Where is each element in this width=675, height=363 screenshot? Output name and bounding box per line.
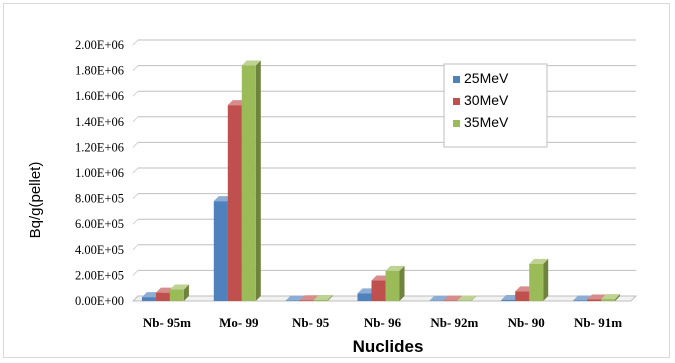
bar-side — [543, 258, 549, 301]
bar-top — [169, 284, 189, 290]
gridline-depth — [132, 142, 139, 148]
bar-top — [601, 294, 621, 300]
y-tick-labels: 0.00E+00 2.00E+05 4.00E+05 6.00E+05 8.00E+05… — [75, 38, 124, 308]
x-tick-label: Nb- 90 — [508, 315, 545, 330]
y-tick-label: 0.00E+00 — [75, 294, 124, 308]
x-tick-label: Nb- 96 — [364, 315, 402, 330]
bar-side — [327, 294, 333, 301]
x-tick-label: Mo- 99 — [219, 315, 259, 330]
bar-front — [155, 292, 170, 301]
bar-front — [241, 65, 256, 301]
bar-front — [371, 280, 386, 301]
y-tick-label: 8.00E+05 — [75, 192, 124, 206]
bar-top — [457, 295, 477, 301]
bar-top — [299, 295, 319, 301]
bar-front — [357, 293, 372, 301]
y-tick-label: 1.80E+06 — [75, 64, 124, 78]
bar — [385, 265, 405, 301]
bar-top — [443, 295, 463, 301]
y-tick-label: 1.00E+06 — [75, 166, 124, 180]
bar-front — [573, 300, 588, 301]
y-axis-title: Bq/g(pellet) — [27, 162, 44, 239]
bar — [529, 258, 549, 301]
bar-top — [385, 265, 405, 271]
bar-side — [471, 295, 477, 301]
bar-side — [615, 294, 621, 301]
bar-top — [429, 295, 449, 301]
legend: 25MeV 30MeV 35MeV — [443, 63, 548, 148]
legend-item: 30MeV — [453, 92, 509, 108]
gridlines — [131, 39, 638, 302]
x-tick-labels: Nb- 95m Mo- 99 Nb- 95 Nb- 96 Nb- 92m Nb- 90 Nb… — [143, 315, 622, 330]
gridline-depth — [132, 65, 139, 71]
bar-front — [515, 291, 530, 301]
bar-front — [227, 105, 242, 301]
bar-top — [587, 294, 607, 300]
bar — [601, 294, 621, 301]
legend-swatch — [453, 76, 460, 83]
x-tick-label: Nb- 92m — [430, 315, 478, 330]
legend-item: 25MeV — [453, 70, 509, 86]
bar-side — [255, 60, 261, 302]
bar — [457, 295, 477, 301]
y-tick-label: 1.40E+06 — [75, 115, 124, 129]
x-tick-label: Nb- 95 — [292, 315, 330, 330]
bar-front — [299, 300, 314, 301]
bar-front — [601, 299, 616, 301]
gridline-depth — [132, 193, 139, 199]
y-tick-label: 4.00E+05 — [75, 243, 124, 257]
bar-front — [213, 201, 228, 301]
legend-item: 35MeV — [453, 114, 509, 130]
bar-side — [183, 284, 189, 301]
bar-front — [457, 300, 472, 301]
bar-top — [313, 294, 333, 300]
gridline-depth — [132, 39, 139, 46]
bar-front — [529, 263, 544, 301]
y-tick-label: 6.00E+05 — [75, 217, 124, 231]
y-tick-label: 2.00E+05 — [75, 268, 124, 282]
legend-swatch — [453, 120, 460, 127]
bar — [241, 60, 261, 302]
bar-front — [501, 299, 516, 301]
gridline-depth — [132, 270, 139, 276]
x-tick-label: Nb- 95m — [143, 315, 191, 330]
gridline-depth — [132, 90, 139, 97]
bar-top — [241, 60, 261, 66]
bar-front — [385, 270, 400, 301]
bar — [313, 294, 333, 301]
gridline-depth — [132, 218, 139, 225]
y-tick-label: 1.20E+06 — [75, 140, 124, 154]
legend-box — [443, 63, 548, 148]
y-tick-label: 2.00E+06 — [75, 38, 124, 52]
bar-side — [399, 265, 405, 301]
bar-front — [587, 299, 602, 301]
legend-label: 25MeV — [464, 70, 509, 86]
bar-front — [141, 297, 156, 301]
y-tick-label: 1.60E+06 — [75, 89, 124, 103]
bar-top — [529, 258, 549, 264]
gridline-depth — [132, 244, 139, 251]
gridline-depth — [132, 116, 139, 123]
x-axis-title: Nuclides — [353, 337, 424, 356]
bar-front — [313, 299, 328, 301]
bar — [169, 284, 189, 301]
bar-top — [285, 295, 305, 301]
legend-label: 30MeV — [464, 92, 509, 108]
gridline-depth — [132, 167, 139, 174]
legend-swatch — [453, 98, 460, 105]
bars — [141, 60, 621, 302]
bar-front — [169, 289, 184, 301]
legend-label: 35MeV — [464, 114, 509, 130]
x-tick-label: Nb- 91m — [574, 315, 622, 330]
